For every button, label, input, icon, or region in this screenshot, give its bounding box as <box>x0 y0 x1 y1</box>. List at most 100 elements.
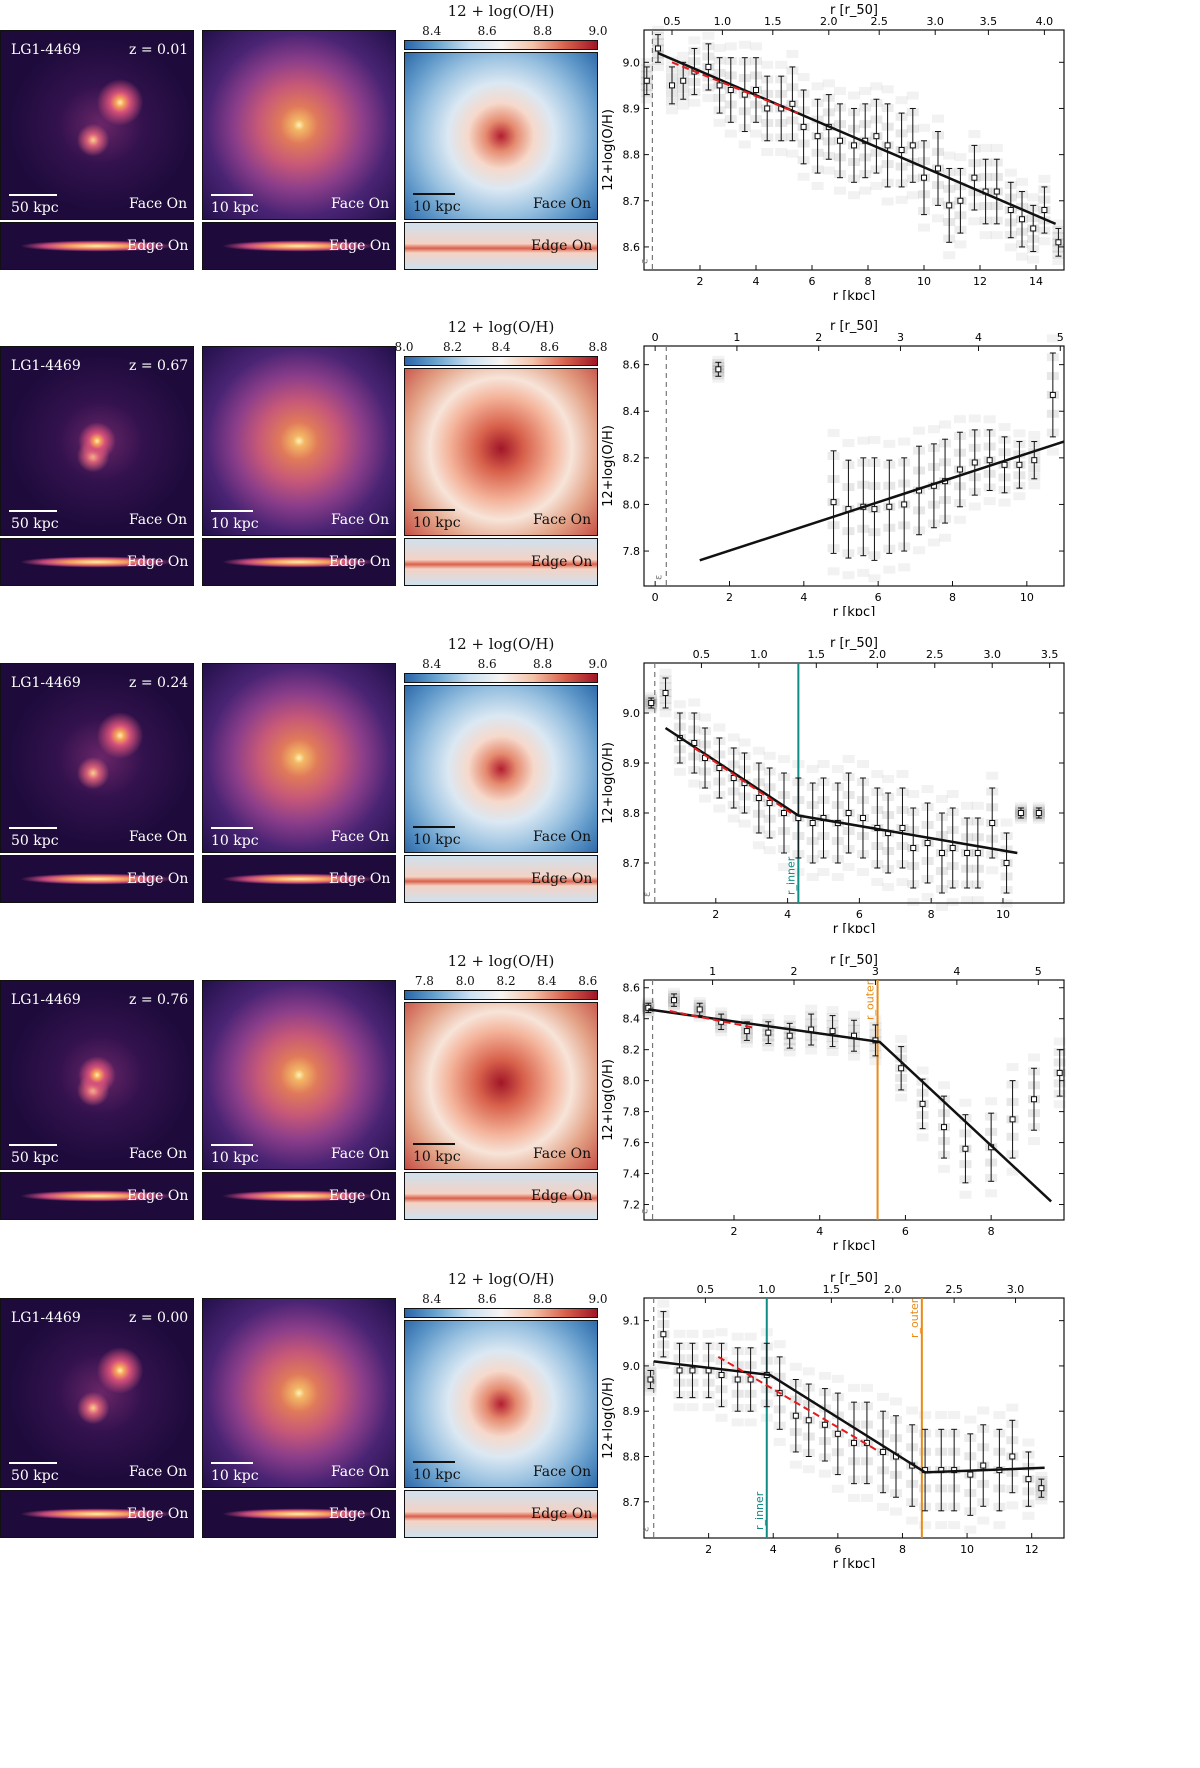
data-point <box>851 142 857 149</box>
histogram-cell <box>890 1397 902 1406</box>
histogram-cell <box>778 755 790 763</box>
histogram-cell <box>916 1133 929 1142</box>
data-point <box>880 1448 887 1455</box>
data-point <box>1031 1096 1037 1103</box>
piecewise-fit-line <box>648 1008 1052 1203</box>
y-tick-label: 7.8 <box>623 545 641 558</box>
histogram-cell <box>786 50 799 58</box>
histogram-cell <box>938 1081 950 1090</box>
data-point <box>941 1124 947 1131</box>
histogram-cell <box>857 568 870 577</box>
histogram-cell <box>642 997 655 1006</box>
x-tick-label: 2 <box>705 1543 712 1556</box>
y-axis-label: 12+log(O/H) <box>601 1377 616 1459</box>
zoom-face-on-panel: 10 kpc Face On <box>202 980 396 1170</box>
scale-label: 10 kpc <box>211 1468 259 1484</box>
density-histogram <box>642 987 1066 1199</box>
scale-label: 50 kpc <box>11 200 59 216</box>
scale-label: 50 kpc <box>11 1150 59 1166</box>
density-histogram <box>644 1299 1048 1534</box>
histogram-cell <box>895 1034 908 1043</box>
histogram-cell <box>763 846 776 855</box>
histogram-cell <box>712 374 725 383</box>
histogram-cell <box>715 1028 728 1037</box>
data-point <box>837 137 843 144</box>
histogram-cell <box>715 1328 728 1337</box>
data-point <box>1009 1116 1016 1123</box>
histogram-cell <box>1027 255 1040 264</box>
histogram-cell <box>806 765 819 773</box>
scale-label: 10 kpc <box>413 832 461 848</box>
scale-bar <box>211 510 253 512</box>
x-tick-label: 2 <box>712 908 719 921</box>
histogram-cell <box>644 1387 657 1396</box>
histogram-cell <box>818 1371 831 1380</box>
y-tick-label: 8.4 <box>623 405 641 418</box>
scale-bar <box>9 1462 57 1464</box>
edge-on-label: Edge On <box>531 554 593 570</box>
histogram-cell <box>842 863 855 871</box>
scale-bar <box>9 194 57 196</box>
histogram-cell <box>971 801 984 810</box>
edge-on-label: Edge On <box>329 1506 391 1522</box>
scale-bar <box>9 1144 57 1146</box>
histogram-cell <box>713 804 726 813</box>
zoom-face-on-panel: 10 kpc Face On <box>202 1298 396 1488</box>
histogram-cell <box>1028 1137 1040 1146</box>
piecewise-fit-line <box>653 1360 1045 1474</box>
data-point <box>734 1376 741 1383</box>
colorbar-tick: 7.8 <box>414 974 434 988</box>
data-point <box>834 1430 841 1437</box>
histogram-cell <box>1006 1167 1019 1176</box>
histogram-cell <box>775 60 788 69</box>
data-point <box>1017 810 1024 816</box>
histogram-cell <box>699 713 712 722</box>
data-point <box>919 1100 926 1107</box>
softening-label: ε <box>639 259 650 264</box>
metallicity-edge-on-panel: Edge On <box>404 1172 598 1220</box>
data-point <box>716 82 723 89</box>
histogram-cell <box>979 231 992 240</box>
scale-label: 50 kpc <box>11 1468 59 1484</box>
top-axis-label: r [r_50] <box>830 3 878 18</box>
data-point <box>898 147 905 153</box>
data-point <box>655 45 661 52</box>
y-tick-label: 8.6 <box>623 359 641 372</box>
y-tick-label: 8.6 <box>623 982 641 995</box>
large-scale-edge-on-panel: Edge On <box>0 1172 194 1220</box>
data-point <box>1016 461 1023 468</box>
y-tick-label: 7.2 <box>623 1199 641 1212</box>
data-point <box>986 457 993 464</box>
figure-row: LG1-4469 z = 0.00 50 kpc Face On Edge On… <box>0 1268 1200 1568</box>
histogram-cell <box>677 101 690 110</box>
histogram-cell <box>1053 1037 1066 1046</box>
top-axis-label: r [r_50] <box>830 953 878 968</box>
edge-on-label: Edge On <box>531 871 593 887</box>
face-on-label: Face On <box>331 829 390 845</box>
histogram-cell <box>979 143 992 152</box>
y-tick-label: 8.9 <box>623 102 641 115</box>
top-tick-label: 0.5 <box>663 15 681 28</box>
data-point <box>800 123 807 130</box>
histogram-cell <box>1028 431 1041 440</box>
plot-frame <box>643 345 1065 587</box>
histogram-cell <box>877 1502 890 1511</box>
top-tick-label: 1 <box>709 965 716 978</box>
histogram-cell <box>1053 1100 1066 1109</box>
x-tick-label: 14 <box>1029 275 1043 288</box>
colorbar <box>404 673 598 683</box>
scale-bar <box>211 1462 253 1464</box>
histogram-cell <box>1013 429 1026 438</box>
plot-frame <box>643 29 1065 271</box>
metallicity-gradient-chart: 2 4 6 8 10 0.5 1.0 1.5 2.0 2.5 3.0 3.5 8.7 8.8 8.9 9.0 r… <box>601 636 1065 933</box>
top-tick-label: 1.5 <box>764 15 782 28</box>
zoom-edge-on-panel: Edge On <box>202 222 396 270</box>
histogram-cell <box>906 191 919 200</box>
histogram-cell <box>943 251 956 260</box>
histogram-cell <box>848 91 860 100</box>
colorbar-tick: 8.4 <box>537 974 557 988</box>
data-point <box>755 795 762 801</box>
histogram-cell <box>744 1418 757 1427</box>
data-point <box>1007 207 1014 213</box>
histogram-cell <box>657 1299 670 1308</box>
